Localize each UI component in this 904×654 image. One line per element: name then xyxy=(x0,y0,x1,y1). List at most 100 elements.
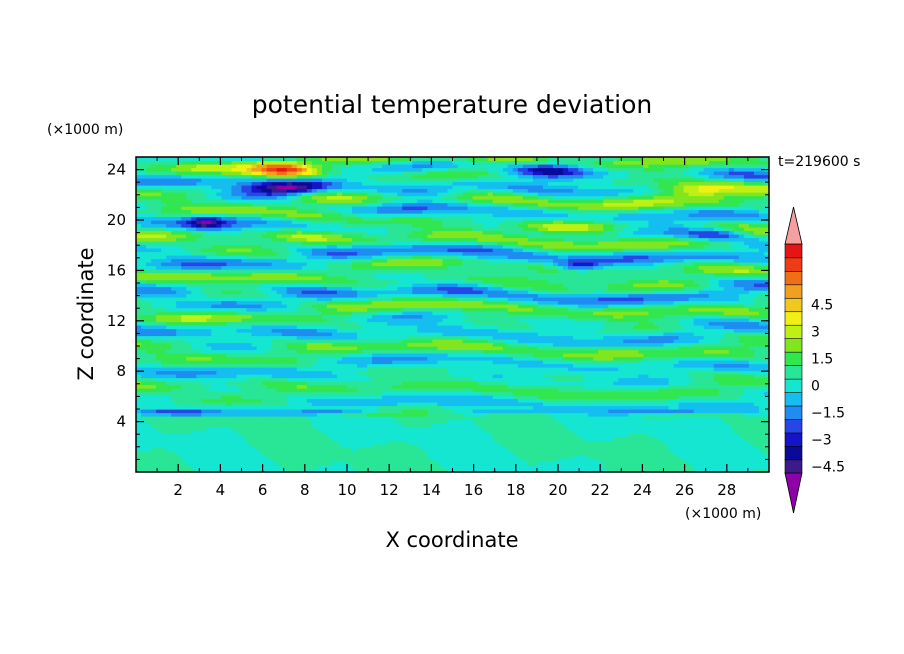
field-cell xyxy=(738,440,745,445)
field-cell xyxy=(708,370,715,375)
field-cell xyxy=(246,374,253,379)
field-cell xyxy=(306,360,313,365)
field-cell xyxy=(633,454,639,459)
field-cell xyxy=(437,430,444,435)
field-cell xyxy=(753,374,760,379)
field-cell xyxy=(331,412,338,417)
field-cell xyxy=(593,426,599,431)
field-cell xyxy=(447,454,454,459)
field-cell xyxy=(352,367,358,372)
field-cell xyxy=(271,349,278,354)
field-cell xyxy=(276,398,283,403)
field-cell xyxy=(683,377,690,382)
field-cell xyxy=(653,409,660,414)
field-cell xyxy=(276,461,283,466)
field-cell xyxy=(407,367,413,372)
field-cell xyxy=(201,395,207,400)
field-cell xyxy=(542,423,549,428)
field-cell xyxy=(532,447,539,452)
field-cell xyxy=(331,377,338,382)
field-cell xyxy=(201,342,207,347)
field-cell xyxy=(487,363,494,368)
field-cell xyxy=(291,384,298,389)
field-cell xyxy=(402,402,408,407)
field-cell xyxy=(412,395,418,400)
field-cell xyxy=(563,423,569,428)
field-cell xyxy=(136,451,142,456)
field-cell xyxy=(412,402,418,407)
field-cell xyxy=(497,346,504,351)
field-cell xyxy=(306,440,313,445)
field-cell xyxy=(492,402,499,407)
field-cell xyxy=(472,374,479,379)
field-cell xyxy=(477,335,484,340)
field-cell xyxy=(583,468,589,472)
field-cell xyxy=(558,363,564,368)
field-cell xyxy=(271,430,278,435)
field-cell xyxy=(633,437,639,442)
field-cell xyxy=(357,339,363,344)
field-cell xyxy=(653,391,660,396)
field-cell xyxy=(578,416,584,421)
field-cell xyxy=(181,356,187,361)
field-cell xyxy=(326,423,333,428)
field-cell xyxy=(281,349,288,354)
field-cell xyxy=(166,409,172,414)
field-cell xyxy=(286,409,293,414)
field-cell xyxy=(663,384,670,389)
field-cell xyxy=(753,395,760,400)
field-cell xyxy=(522,458,529,463)
field-cell xyxy=(347,458,353,463)
field-cell xyxy=(678,409,685,414)
field-cell xyxy=(628,377,634,382)
field-cell xyxy=(713,461,720,466)
field-cell xyxy=(256,419,263,424)
field-cell xyxy=(236,339,243,344)
field-cell xyxy=(301,353,308,358)
field-cell xyxy=(347,363,353,368)
field-cell xyxy=(352,437,358,442)
field-cell xyxy=(683,370,690,375)
field-cell xyxy=(537,346,544,351)
field-cell xyxy=(743,423,750,428)
field-cell xyxy=(502,461,509,466)
field-cell xyxy=(261,416,268,421)
field-cell xyxy=(447,440,454,445)
field-cell xyxy=(402,405,408,410)
field-cell xyxy=(216,374,222,379)
field-cell xyxy=(201,405,207,410)
field-cell xyxy=(392,335,398,340)
field-cell xyxy=(397,451,403,456)
field-cell xyxy=(527,405,534,410)
field-cell xyxy=(196,356,202,361)
field-cell xyxy=(331,402,338,407)
field-cell xyxy=(613,433,619,438)
field-cell xyxy=(522,370,529,375)
field-cell xyxy=(713,346,720,351)
field-cell xyxy=(763,433,769,438)
field-cell xyxy=(136,335,142,340)
field-cell xyxy=(136,461,142,466)
field-cell xyxy=(452,468,459,472)
field-cell xyxy=(412,381,418,386)
field-cell xyxy=(427,419,433,424)
field-cell xyxy=(552,353,559,358)
field-cell xyxy=(583,405,589,410)
field-cell xyxy=(758,405,765,410)
field-cell xyxy=(522,419,529,424)
field-cell xyxy=(467,458,474,463)
field-cell xyxy=(191,444,197,449)
field-cell xyxy=(613,416,619,421)
field-cell xyxy=(231,458,238,463)
field-cell xyxy=(492,381,499,386)
field-cell xyxy=(231,356,238,361)
field-cell xyxy=(241,360,248,365)
field-cell xyxy=(683,437,690,442)
field-cell xyxy=(171,353,177,358)
field-cell xyxy=(728,447,735,452)
field-cell xyxy=(512,332,519,337)
field-cell xyxy=(372,363,378,368)
field-cell xyxy=(301,388,308,393)
field-cell xyxy=(497,454,504,459)
field-cell xyxy=(246,388,253,393)
